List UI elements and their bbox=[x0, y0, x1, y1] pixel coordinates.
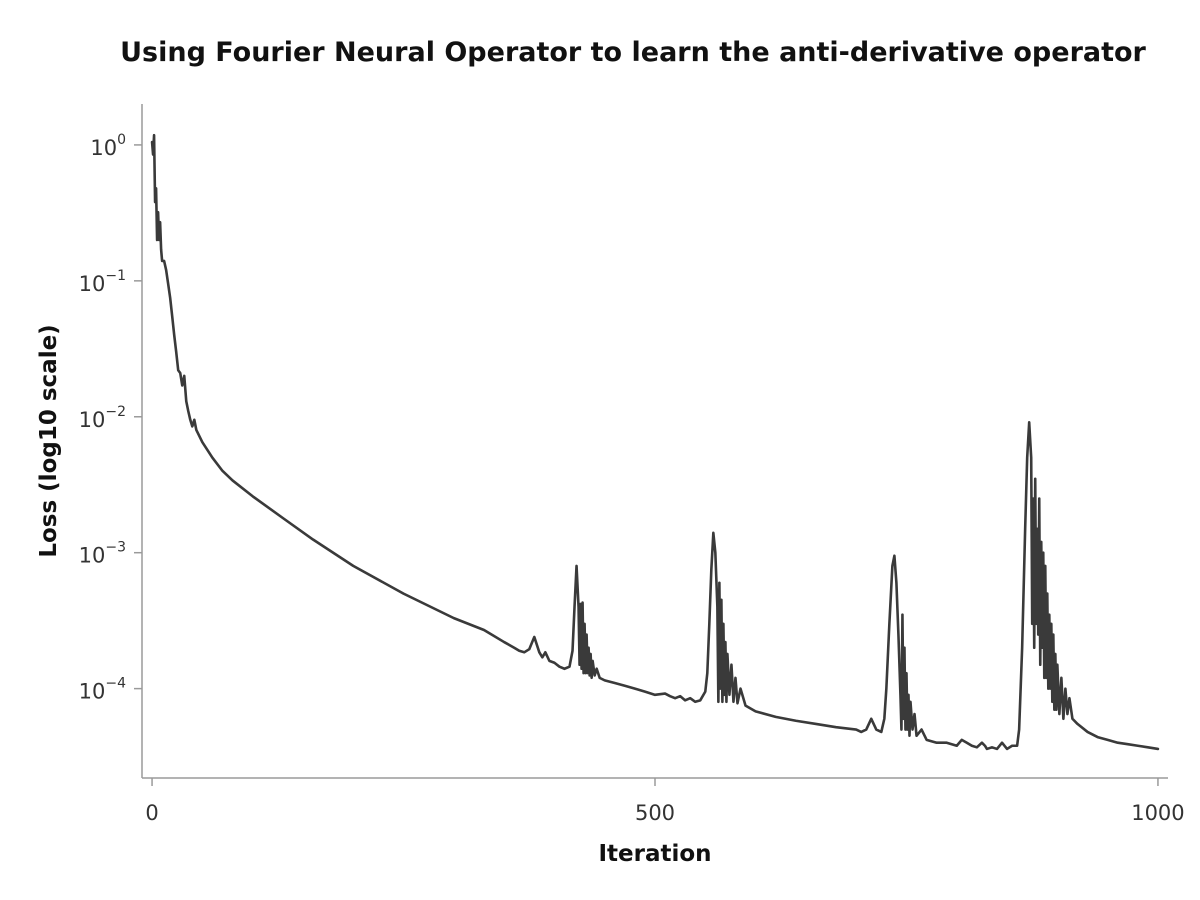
y-tick-label: 10−2 bbox=[79, 404, 126, 432]
y-tick-label: 10−1 bbox=[79, 268, 126, 296]
y-tick-label: 100 bbox=[90, 132, 126, 160]
x-tick-label: 1000 bbox=[1131, 801, 1184, 825]
y-tick-label: 10−4 bbox=[79, 676, 126, 704]
y-axis-label: Loss (log10 scale) bbox=[36, 324, 62, 557]
loss-series-line bbox=[150, 133, 1160, 751]
chart-title: Using Fourier Neural Operator to learn t… bbox=[120, 37, 1146, 68]
x-tick-label: 500 bbox=[635, 801, 675, 825]
x-axis-ticks: 0 500 1000 bbox=[145, 778, 1185, 825]
plot-area: 100 10−1 10−2 10−3 10−4 0 500 1000 bbox=[79, 104, 1185, 825]
x-axis-label: Iteration bbox=[598, 841, 711, 867]
y-axis-ticks: 100 10−1 10−2 10−3 10−4 bbox=[79, 132, 142, 704]
y-tick-label: 10−3 bbox=[79, 540, 126, 568]
x-tick-label: 0 bbox=[145, 801, 158, 825]
